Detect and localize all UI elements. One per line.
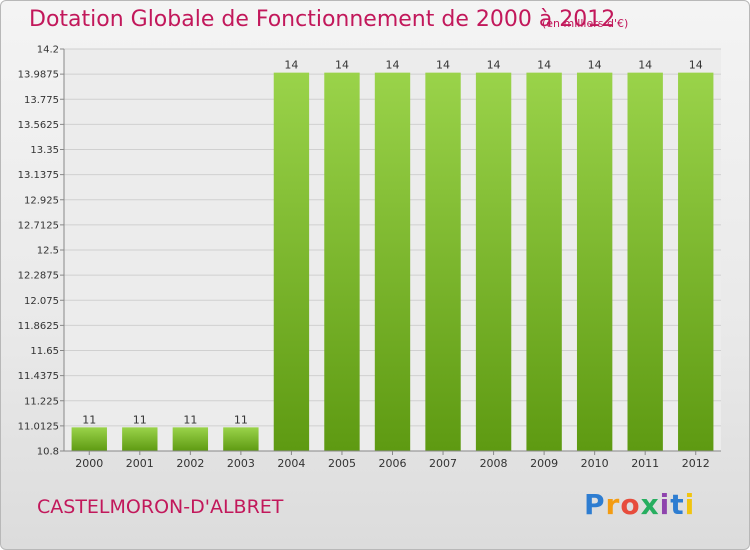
bar xyxy=(223,427,259,451)
data-label: 11 xyxy=(234,413,248,426)
y-tick-label: 14.2 xyxy=(37,45,59,56)
y-tick-label: 10.8 xyxy=(37,447,59,458)
y-tick-label: 12.5 xyxy=(37,246,59,257)
x-tick-label: 2005 xyxy=(328,457,356,470)
chart-title: Dotation Globale de Fonctionnement de 20… xyxy=(29,7,616,32)
x-tick-label: 2007 xyxy=(429,457,457,470)
logo-letter: P xyxy=(584,488,606,521)
logo-letter: i xyxy=(684,488,696,521)
proxiti-logo[interactable]: Proxiti xyxy=(584,488,695,521)
x-tick-label: 2006 xyxy=(379,457,407,470)
data-label: 11 xyxy=(183,413,197,426)
data-label: 14 xyxy=(284,59,298,72)
bar xyxy=(273,72,310,451)
logo-letter: o xyxy=(620,488,641,521)
y-tick-label: 13.5625 xyxy=(18,120,59,131)
data-label: 11 xyxy=(133,413,147,426)
x-tick-label: 2012 xyxy=(682,457,710,470)
bar xyxy=(122,427,158,451)
bar xyxy=(71,427,107,451)
bar xyxy=(324,72,360,451)
logo-letter: t xyxy=(670,488,685,521)
x-tick-label: 2001 xyxy=(126,457,154,470)
y-tick-label: 13.9875 xyxy=(18,70,59,81)
x-tick-label: 2003 xyxy=(227,457,255,470)
y-tick-label: 12.2875 xyxy=(18,271,59,282)
y-tick-label: 13.35 xyxy=(30,145,59,156)
bar xyxy=(172,427,209,451)
bar xyxy=(576,72,613,451)
bar xyxy=(526,72,562,451)
x-axis: 2000 2001 2002 2003 2004 2005 2006 2007 2008 2009… xyxy=(64,450,721,470)
place-name: CASTELMORON-D'ALBRET xyxy=(37,496,284,518)
y-tick-label: 12.925 xyxy=(24,195,59,206)
x-tick-label: 2000 xyxy=(75,457,103,470)
bar xyxy=(678,72,714,451)
logo-letter: x xyxy=(640,488,660,521)
data-label: 14 xyxy=(487,59,501,72)
data-label: 14 xyxy=(436,59,450,72)
y-tick-label: 11.4375 xyxy=(18,371,59,382)
bar xyxy=(425,72,461,451)
y-tick-label: 13.1375 xyxy=(18,170,59,181)
data-label: 14 xyxy=(689,59,703,72)
bar xyxy=(475,72,512,451)
y-tick-label: 12.7125 xyxy=(18,220,59,231)
logo-letter: i xyxy=(659,488,671,521)
y-tick-label: 11.0125 xyxy=(18,421,59,432)
y-tick-label: 11.8625 xyxy=(18,321,59,332)
data-label: 14 xyxy=(537,59,551,72)
chart-subtitle: (en milliers d'€) xyxy=(542,17,629,30)
y-tick-label: 11.225 xyxy=(24,396,59,407)
data-label: 14 xyxy=(588,59,602,72)
y-tick-label: 13.775 xyxy=(24,95,59,106)
logo-letter: r xyxy=(605,488,621,521)
x-tick-label: 2011 xyxy=(631,457,659,470)
data-label: 11 xyxy=(82,413,96,426)
data-label: 14 xyxy=(638,59,652,72)
bar xyxy=(374,72,411,451)
data-label: 14 xyxy=(386,59,400,72)
bars: 11 11 11 11 14 14 14 14 14 14 14 14 14 xyxy=(71,59,714,451)
x-tick-label: 2010 xyxy=(581,457,609,470)
x-tick-label: 2009 xyxy=(530,457,558,470)
data-label: 14 xyxy=(335,59,349,72)
y-tick-label: 11.65 xyxy=(30,346,59,357)
x-tick-label: 2008 xyxy=(480,457,508,470)
x-tick-label: 2002 xyxy=(176,457,204,470)
bar xyxy=(627,72,663,451)
y-tick-label: 12.075 xyxy=(24,296,59,307)
x-tick-label: 2004 xyxy=(277,457,305,470)
y-axis: 10.8 11.0125 11.225 11.4375 11.65 11.8625 12.0… xyxy=(18,45,65,458)
